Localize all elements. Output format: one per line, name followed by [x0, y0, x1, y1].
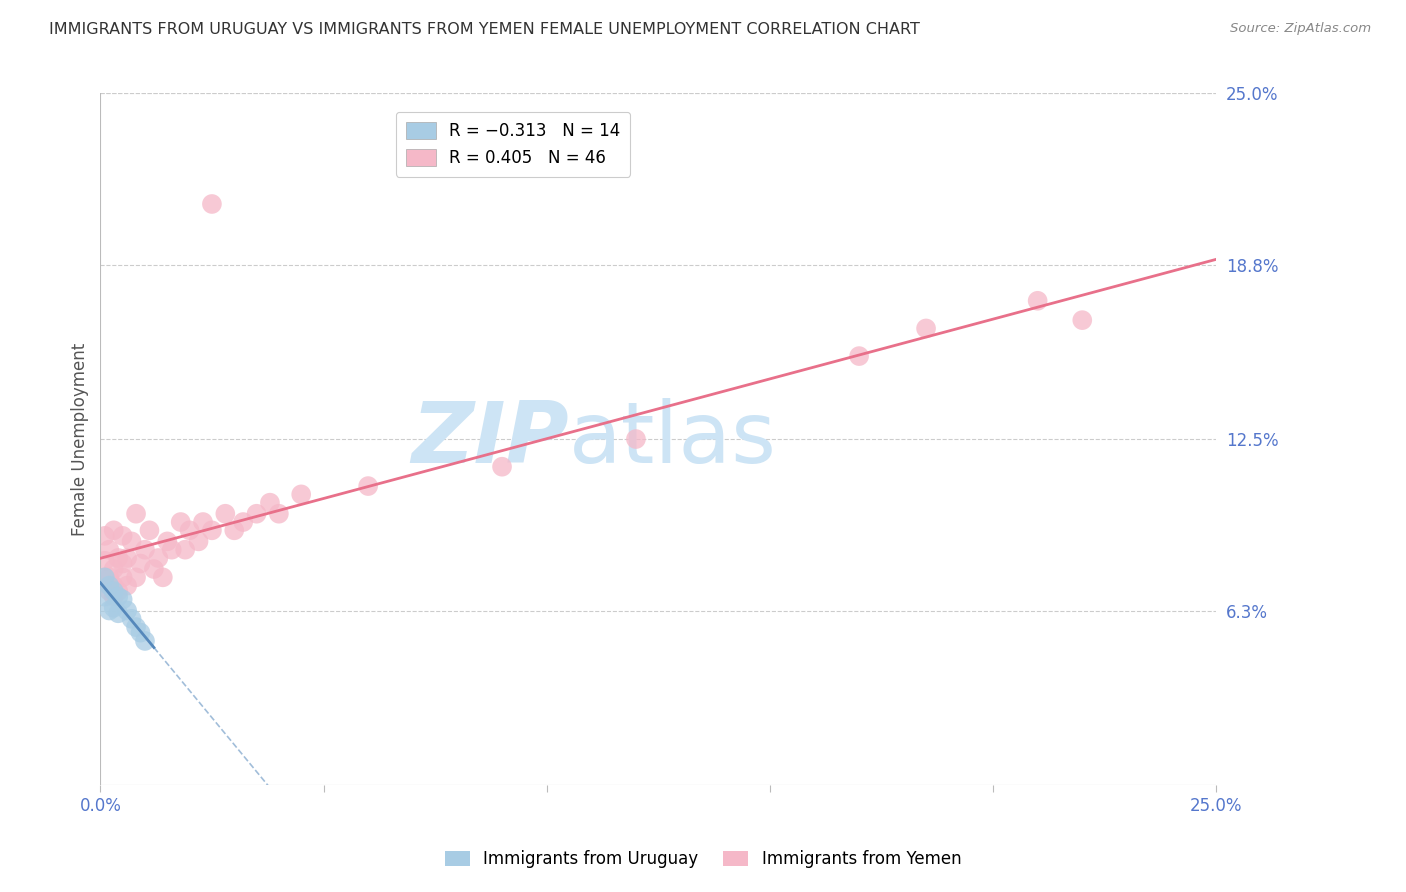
Point [148, 551, 170, 566]
Text: atlas: atlas [569, 398, 778, 481]
Point [1026, 293, 1049, 308]
Point [129, 625, 152, 640]
Point [121, 612, 143, 626]
Point [103, 584, 125, 599]
Point [134, 634, 156, 648]
Point [160, 542, 183, 557]
Point [111, 529, 134, 543]
Point [103, 562, 125, 576]
Point [152, 570, 174, 584]
Point [115, 551, 138, 566]
Point [259, 496, 281, 510]
Point [111, 592, 134, 607]
Point [115, 603, 138, 617]
Point [98, 584, 121, 599]
Text: IMMIGRANTS FROM URUGUAY VS IMMIGRANTS FROM YEMEN FEMALE UNEMPLOYMENT CORRELATION: IMMIGRANTS FROM URUGUAY VS IMMIGRANTS FR… [49, 22, 920, 37]
Point [156, 534, 179, 549]
Point [214, 507, 236, 521]
Y-axis label: Female Unemployment: Female Unemployment [72, 343, 89, 536]
Point [624, 432, 647, 446]
Point [179, 524, 201, 538]
Point [115, 579, 138, 593]
Point [125, 570, 148, 584]
Point [98, 542, 121, 557]
Point [103, 579, 125, 593]
Point [138, 524, 160, 538]
Point [103, 524, 125, 538]
Text: Source: ZipAtlas.com: Source: ZipAtlas.com [1230, 22, 1371, 36]
Point [125, 620, 148, 634]
Point [187, 534, 209, 549]
Point [142, 562, 165, 576]
Point [491, 459, 513, 474]
Point [848, 349, 870, 363]
Point [121, 534, 143, 549]
Point [107, 584, 129, 599]
Point [915, 321, 938, 335]
Legend: R = −0.313   N = 14, R = 0.405   N = 46: R = −0.313 N = 14, R = 0.405 N = 46 [396, 112, 630, 177]
Point [98, 570, 121, 584]
Point [129, 557, 152, 571]
Point [170, 515, 193, 529]
Point [224, 524, 246, 538]
Point [174, 542, 197, 557]
Point [107, 551, 129, 566]
Point [94, 529, 117, 543]
Point [267, 507, 290, 521]
Point [94, 590, 117, 604]
Point [232, 515, 254, 529]
Point [357, 479, 380, 493]
Legend: Immigrants from Uruguay, Immigrants from Yemen: Immigrants from Uruguay, Immigrants from… [439, 844, 967, 875]
Text: ZIP: ZIP [412, 398, 569, 481]
Point [111, 570, 134, 584]
Point [98, 603, 121, 617]
Point [107, 590, 129, 604]
Point [1071, 313, 1094, 327]
Point [94, 554, 117, 568]
Point [201, 197, 224, 211]
Point [107, 607, 129, 621]
Point [125, 507, 148, 521]
Point [290, 487, 312, 501]
Point [245, 507, 267, 521]
Point [94, 570, 117, 584]
Point [201, 524, 224, 538]
Point [103, 590, 125, 604]
Point [134, 542, 156, 557]
Point [111, 557, 134, 571]
Point [191, 515, 214, 529]
Point [94, 570, 117, 584]
Point [98, 579, 121, 593]
Point [103, 600, 125, 615]
